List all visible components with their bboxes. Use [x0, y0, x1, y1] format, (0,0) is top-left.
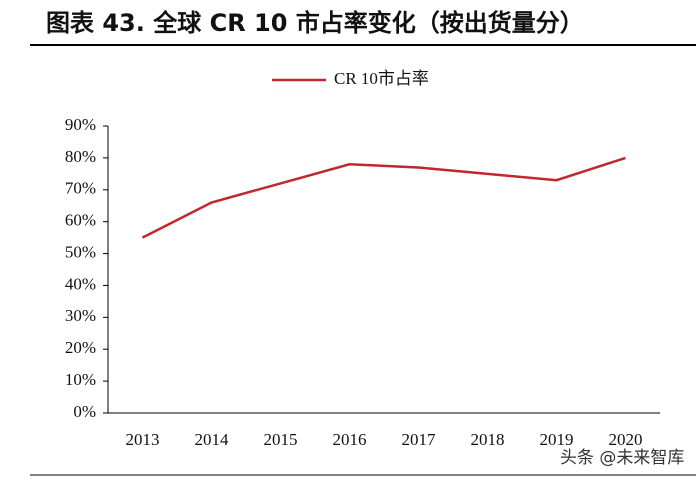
y-tick-label: 90% — [65, 115, 96, 134]
x-tick-label: 2014 — [195, 430, 230, 449]
y-tick-label: 80% — [65, 147, 96, 166]
watermark: 头条 @未来智库 — [560, 448, 684, 468]
x-tick-label: 2015 — [264, 430, 298, 449]
y-tick-label: 0% — [73, 402, 96, 421]
x-tick-label: 2018 — [471, 430, 505, 449]
y-tick-label: 60% — [65, 211, 96, 230]
y-tick-label: 70% — [65, 179, 96, 198]
x-tick-label: 2017 — [402, 430, 437, 449]
x-tick-label: 2013 — [126, 430, 160, 449]
y-tick-label: 40% — [65, 274, 96, 293]
x-tick-label: 2016 — [333, 430, 367, 449]
x-tick-label: 2019 — [540, 430, 574, 449]
y-tick-label: 30% — [65, 306, 96, 325]
y-tick-label: 10% — [65, 370, 96, 389]
x-tick-label: 2020 — [609, 430, 643, 449]
y-tick-label: 20% — [65, 338, 96, 357]
line-series — [141, 156, 626, 239]
y-tick-label: 50% — [65, 242, 96, 261]
legend-label: CR 10市占率 — [334, 69, 429, 88]
chart-title: 图表 43. 全球 CR 10 市占率变化（按出货量分） — [46, 9, 584, 37]
